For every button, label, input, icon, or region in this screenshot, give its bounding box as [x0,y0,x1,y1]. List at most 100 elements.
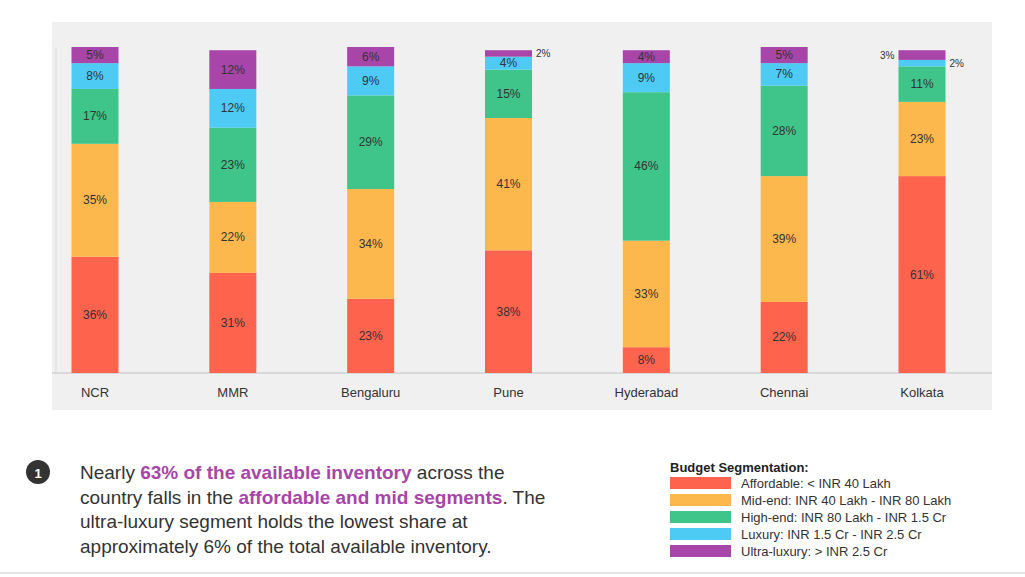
bar-segment [72,47,119,63]
data-label: 23% [221,158,245,172]
data-label: 29% [359,135,383,149]
note-text: . The [502,487,545,508]
data-label: 4% [500,56,518,70]
data-label: 23% [359,329,383,343]
bar-segment [761,86,808,176]
data-label: 22% [772,330,796,344]
bar-segment [623,50,670,63]
data-label: 38% [496,305,520,319]
bar-segment [899,176,946,373]
note-badge [26,460,50,484]
bar-segment [623,241,670,348]
x-tick-label: MMR [217,385,248,400]
bar-segment [72,144,119,257]
data-label: 6% [362,50,380,64]
bar-segment [72,63,119,89]
note-text: country falls in the [80,487,238,508]
note-text: ultra-luxury segment holds the lowest sh… [80,511,468,532]
bar-segment [623,63,670,92]
data-label: 46% [634,159,658,173]
data-label: 41% [496,177,520,191]
note-text: across the [412,462,505,483]
data-label: 3% [880,50,895,61]
bar-segment [761,47,808,63]
data-label: 5% [86,48,104,62]
y-axis-line [56,47,57,373]
data-label: 9% [362,74,380,88]
bar-segment [209,128,256,202]
x-tick-label: Pune [493,385,523,400]
bar-segment [209,50,256,89]
data-label: 61% [910,268,934,282]
bottom-rule [0,573,1025,574]
data-label: 12% [221,101,245,115]
bar-segment [347,299,394,373]
data-label: 36% [83,308,107,322]
legend-label: Affordable: < INR 40 Lakh [741,476,891,491]
data-label: 4% [638,50,656,64]
data-label: 31% [221,316,245,330]
legend-swatch [670,494,731,506]
legend-swatch [670,511,731,523]
bar-segment [209,202,256,273]
data-label: 8% [86,69,104,83]
data-label: 12% [221,63,245,77]
data-labels: 36% 35% 17% 8% 5% 31% 22% 23% 12% 12% 23% 34% 29% 9% 6… [83,48,964,367]
x-tick-label: Chennai [760,385,809,400]
bar-segment [899,102,946,176]
legend-label: Mid-end: INR 40 Lakh - INR 80 Lakh [741,493,951,508]
data-label: 33% [634,287,658,301]
bar-segment [485,57,532,70]
bar-segment [485,118,532,250]
x-tick-label: Hyderabad [615,385,679,400]
bar-segment [347,47,394,66]
x-tick-label: Kolkata [900,385,944,400]
data-label: 17% [83,109,107,123]
note-highlight: 63% of the available inventory [140,462,412,483]
bar-segment [72,257,119,373]
legend-label: Luxury: INR 1.5 Cr - INR 2.5 Cr [741,527,922,542]
bar-segment [347,95,394,189]
legend-swatch [670,528,731,540]
bar-segment [761,302,808,373]
bars [72,47,946,373]
note-number: 1 [34,466,41,481]
x-tick-label: Bengaluru [341,385,400,400]
bar-segment [347,66,394,95]
note-line: country falls in the affordable and mid … [80,487,545,508]
bar-segment [623,92,670,240]
data-label: 5% [775,48,793,62]
bar-segment [72,89,119,144]
legend-swatch [670,545,731,557]
data-label: 28% [772,124,796,138]
note-highlight: affordable and mid segments [238,487,502,508]
data-label: 11% [910,77,933,91]
plot-background [52,22,992,410]
bar-segment [899,50,946,60]
data-label: 35% [83,193,107,207]
bar-segment [899,60,946,66]
bar-segment [209,273,256,373]
bar-segment [899,66,946,102]
data-label: 8% [638,353,656,367]
bar-segment [209,89,256,128]
data-label: 34% [359,237,383,251]
legend-swatch [670,477,731,489]
bar-segment [347,189,394,299]
data-label: 2% [950,58,965,69]
legend: Budget Segmentation:Affordable: < INR 40… [670,460,951,559]
note-line: approximately 6% of the total available … [80,536,492,557]
legend-label: Ultra-luxury: > INR 2.5 Cr [741,544,888,559]
legend-label: High-end: INR 80 Lakh - INR 1.5 Cr [741,510,947,525]
bar-segment [485,70,532,118]
bar-segment [623,347,670,373]
legend-title: Budget Segmentation: [670,460,809,475]
note-line: Nearly 63% of the available inventory ac… [80,462,505,483]
data-label: 15% [496,87,520,101]
bar-segment [761,176,808,302]
data-label: 39% [772,232,796,246]
bar-segment [485,250,532,373]
bar-segment [761,63,808,86]
x-tick-label: NCR [81,385,109,400]
data-label: 2% [536,48,551,59]
